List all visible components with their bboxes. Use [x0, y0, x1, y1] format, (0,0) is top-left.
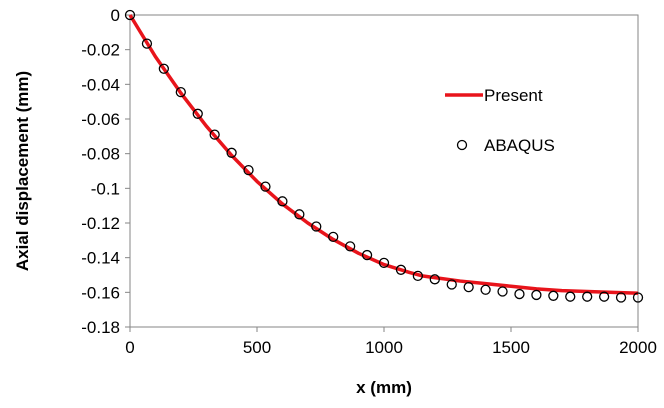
abaqus-data-point	[531, 289, 542, 301]
abaqus-data-point	[192, 108, 203, 119]
y-tick-label: -0.14	[81, 249, 120, 268]
abaqus-data-point	[124, 9, 136, 21]
abaqus-data-point	[277, 196, 288, 207]
x-tick-label: 1500	[492, 338, 530, 357]
abaqus-data-point	[598, 291, 610, 302]
x-tick-label: 500	[243, 338, 271, 357]
abaqus-data-point	[243, 164, 254, 176]
abaqus-data-point	[209, 129, 220, 140]
plot-area-border	[129, 14, 639, 328]
abaqus-data-point	[446, 279, 457, 290]
abaqus-data-point	[141, 38, 153, 49]
abaqus-data-point	[311, 221, 322, 232]
y-tick-label: -0.16	[81, 283, 120, 302]
abaqus-data-point	[632, 292, 644, 303]
x-tick-label: 1000	[365, 338, 403, 357]
y-tick-label: -0.12	[81, 214, 120, 233]
y-tick-label: -0.1	[91, 179, 120, 198]
abaqus-data-point	[463, 281, 474, 293]
abaqus-data-point	[294, 209, 305, 220]
legend: Present ABAQUS	[445, 86, 555, 155]
legend-label-present: Present	[484, 86, 543, 105]
y-tick-label: -0.08	[81, 145, 120, 164]
series-line-present	[128, 14, 639, 295]
abaqus-data-point	[260, 181, 271, 192]
legend-marker-swatch	[456, 139, 468, 151]
abaqus-data-point	[412, 270, 424, 282]
abaqus-data-point	[361, 249, 373, 261]
x-tick-label: 2000	[619, 338, 657, 357]
y-tick-label: -0.06	[81, 110, 120, 129]
legend-label-abaqus: ABAQUS	[484, 136, 555, 155]
y-tick-label: -0.18	[81, 318, 120, 337]
y-tick-label: 0	[111, 6, 120, 25]
abaqus-data-point	[395, 264, 407, 275]
x-axis-title: x (mm)	[356, 378, 412, 397]
abaqus-data-point	[429, 274, 440, 285]
abaqus-data-point	[378, 257, 390, 269]
abaqus-data-point	[175, 86, 186, 98]
abaqus-data-point	[226, 147, 237, 158]
abaqus-data-point	[548, 290, 559, 301]
abaqus-data-point	[158, 63, 170, 74]
axis-ticks: 0 500 1000 1500 2000 0 -0.02 -0.04 -0.06 -0.08 -0.…	[81, 6, 657, 357]
y-tick-label: -0.04	[81, 75, 120, 94]
abaqus-data-point	[328, 231, 339, 243]
y-axis-title: Axial displacement (mm)	[13, 71, 32, 271]
abaqus-data-point	[615, 292, 627, 303]
x-tick-label: 0	[125, 338, 134, 357]
abaqus-data-point	[480, 284, 491, 295]
abaqus-data-point	[344, 241, 356, 252]
y-tick-label: -0.02	[81, 41, 120, 60]
abaqus-data-point	[514, 288, 525, 300]
series-layer	[124, 9, 644, 303]
abaqus-data-point	[497, 286, 508, 297]
abaqus-data-point	[565, 291, 576, 302]
abaqus-data-point	[582, 291, 593, 302]
